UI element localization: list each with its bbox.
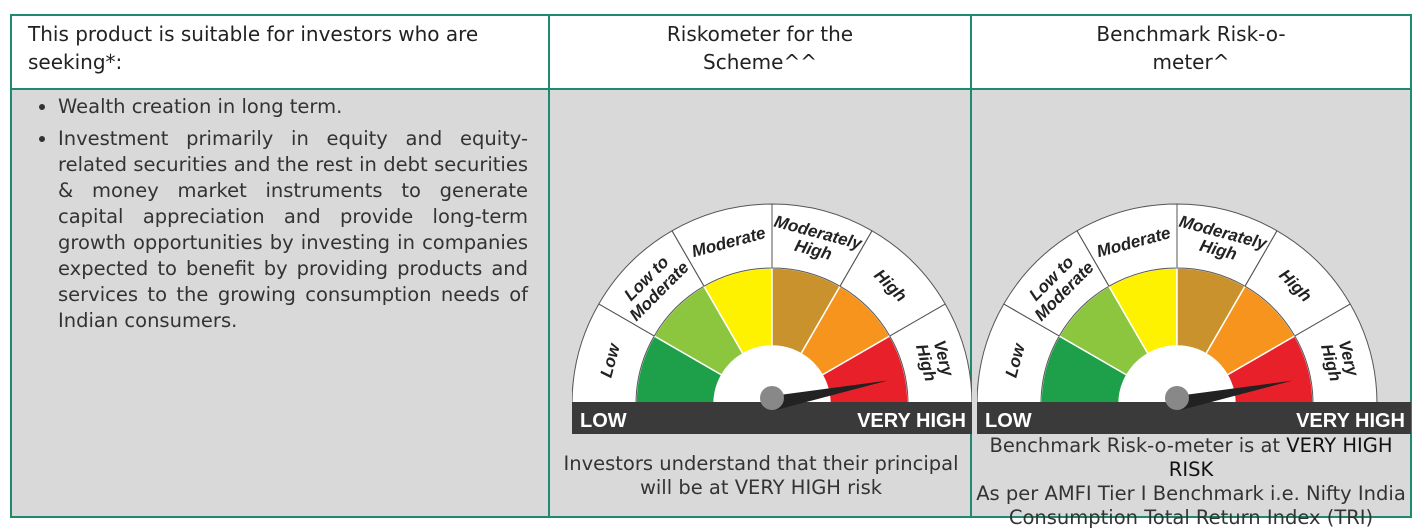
objective-list: Wealth creation in long term. Investment… [12, 94, 528, 334]
caption-level: VERY HIGH RISK [1168, 434, 1393, 481]
caption-text: Benchmark Risk-o-meter is at [989, 434, 1281, 457]
objective: Wealth creation in long term. [58, 94, 528, 120]
header-cell: Riskometer for the Scheme^^ [548, 14, 972, 90]
needle [772, 380, 888, 410]
needle-hub [760, 386, 784, 410]
header-text: Benchmark Risk-o-meter^ [1096, 22, 1286, 74]
needle-hub [1165, 386, 1189, 410]
scale-low: LOW [985, 410, 1032, 432]
header-text: Riskometer for the Scheme^^ [666, 22, 854, 74]
header-cell: Benchmark Risk-o-meter^ [970, 14, 1412, 90]
scale-high: VERY HIGH [857, 410, 966, 432]
objective: Investment primarily in equity and equit… [58, 126, 528, 334]
benchmark-caption: Benchmark Risk-o-meter is at VERY HIGH R… [972, 434, 1410, 530]
header-cell: This product is suitable for investors w… [10, 14, 550, 90]
objectives-cell: Wealth creation in long term. Investment… [10, 88, 550, 518]
header-text: This product is suitable for investors w… [28, 22, 479, 74]
needle [1177, 380, 1293, 410]
caption-note: As per AMFI Tier I Benchmark i.e. Nifty … [976, 482, 1406, 529]
scale-high: VERY HIGH [1296, 410, 1405, 432]
scale-bar [977, 402, 1411, 434]
scheme-caption: Investors understand that their principa… [563, 452, 959, 499]
page: This product is suitable for investors w… [0, 0, 1420, 514]
segment-label: VeryHigh [1317, 337, 1363, 384]
scale-low: LOW [580, 410, 627, 432]
